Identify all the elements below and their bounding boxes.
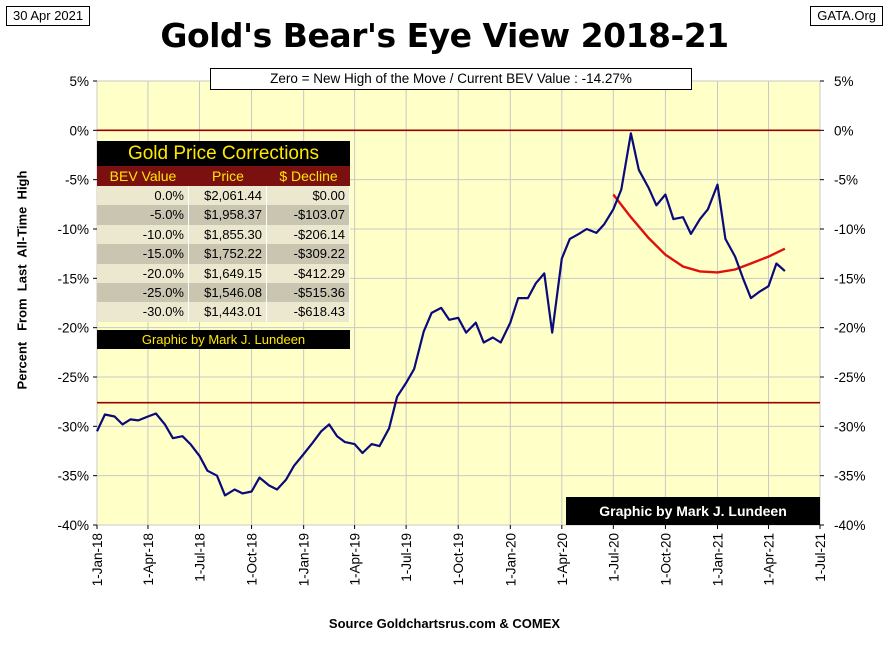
- corrections-table-cell: -5.0%: [97, 205, 189, 225]
- header-bev-value: BEV Value: [109, 168, 177, 184]
- corrections-table-cell: -15.0%: [97, 244, 189, 264]
- x-tick-label: 1-Jan-19: [297, 533, 312, 586]
- y-tick-label-right: -35%: [834, 469, 866, 484]
- y-tick-label-right: -20%: [834, 321, 866, 336]
- x-tick-label: 1-Jan-21: [711, 533, 726, 586]
- chart-title: Gold's Bear's Eye View 2018-21: [160, 16, 729, 55]
- x-tick-label: 1-Oct-20: [658, 533, 673, 586]
- x-tick-label: 1-Jul-20: [606, 533, 621, 582]
- corrections-table-row: -15.0% $1,752.22 -$309.22: [97, 244, 350, 264]
- header-price: Price: [212, 168, 244, 184]
- chart-subtitle: Zero = New High of the Move / Current BE…: [210, 68, 692, 90]
- x-tick-label: 1-Jul-18: [192, 533, 207, 582]
- corrections-table-row: -20.0% $1,649.15 -$412.29: [97, 263, 350, 283]
- corrections-table-cell: $1,752.22: [189, 244, 267, 264]
- corrections-table-row: -30.0% $1,443.01 -$618.43: [97, 302, 350, 322]
- bev-series-line: [96, 132, 786, 497]
- header-decline: $ Decline: [279, 168, 338, 184]
- corrections-table-cell: -$103.07: [267, 205, 350, 225]
- x-tick-label: 1-Apr-20: [555, 533, 570, 586]
- corrections-table-header: BEV Value Price $ Decline: [97, 166, 350, 186]
- y-axis-label: Percent From Last All-Time High: [14, 170, 30, 390]
- x-tick-label: 1-Jan-20: [503, 533, 518, 586]
- x-tick-label: 1-Oct-19: [451, 533, 466, 586]
- y-tick-label-right: -30%: [834, 419, 866, 434]
- corrections-table-cell: $1,649.15: [189, 263, 267, 283]
- corrections-table-cell: -$309.22: [267, 244, 350, 264]
- corrections-table-row: -10.0% $1,855.30 -$206.14: [97, 224, 350, 245]
- corrections-table-title: Gold Price Corrections: [97, 141, 350, 166]
- trend-curve: [612, 193, 786, 274]
- y-tick-label-left: -20%: [57, 321, 89, 336]
- corrections-table-cell: $2,061.44: [189, 186, 267, 206]
- y-tick-label-right: -5%: [834, 173, 858, 188]
- graphic-credit: Graphic by Mark J. Lundeen: [566, 497, 820, 525]
- y-tick-label-right: -25%: [834, 370, 866, 385]
- x-tick-label: 1-Jul-21: [813, 533, 828, 582]
- y-tick-label-right: -10%: [834, 222, 866, 237]
- corrections-table-cell: $1,855.30: [189, 224, 267, 245]
- date-label: 30 Apr 2021: [6, 6, 91, 26]
- y-tick-label-right: -15%: [834, 271, 866, 286]
- corrections-table-cell: -20.0%: [97, 263, 189, 283]
- corrections-table-cell: -$515.36: [267, 282, 350, 303]
- corrections-table-cell: -30.0%: [97, 302, 189, 322]
- corrections-table-cell: 0.0%: [97, 186, 189, 206]
- corrections-table-cell: -$618.43: [267, 302, 350, 322]
- y-axis-right: 5% 0% -5% -10% -15% -20% -25% -30% -35% -40%: [820, 74, 866, 533]
- y-tick-label-left: -25%: [57, 370, 89, 385]
- corrections-table-cell: $1,443.01: [189, 302, 267, 322]
- x-tick-label: 1-Apr-18: [141, 533, 156, 586]
- corrections-table-cell: -$412.29: [267, 263, 350, 283]
- y-tick-label-left: -40%: [57, 518, 89, 533]
- corrections-table-cell: -$206.14: [267, 224, 350, 245]
- corrections-table-row: -25.0% $1,546.08 -$515.36: [97, 282, 350, 303]
- y-axis-left: 5% 0% -5% -10% -15% -20% -25% -30% -35% -40%: [57, 74, 97, 533]
- source-note: Source Goldchartsrus.com & COMEX: [328, 616, 561, 631]
- x-tick-label: 1-Apr-19: [348, 533, 363, 586]
- y-tick-label-left: 5%: [69, 74, 89, 89]
- y-tick-label-left: -30%: [57, 419, 89, 434]
- x-tick-label: 1-Apr-21: [761, 533, 776, 586]
- corrections-table-cell: -10.0%: [97, 224, 189, 245]
- x-tick-label: 1-Jul-19: [399, 533, 414, 582]
- y-tick-label-left: -35%: [57, 469, 89, 484]
- x-axis: 1-Jan-18 1-Apr-18 1-Jul-18 1-Oct-18 1-Jan-19…: [90, 525, 828, 586]
- corrections-table-body: 0.0% $2,061.44 $0.00 -5.0% $1,958.37 -$103.07…: [97, 186, 350, 322]
- y-tick-label-left: -5%: [65, 173, 89, 188]
- y-tick-label-right: 0%: [834, 123, 854, 138]
- reference-lines: [97, 129, 820, 404]
- corrections-table-cell: $1,546.08: [189, 282, 267, 303]
- y-tick-label-right: 5%: [834, 74, 854, 89]
- y-tick-label-left: 0%: [69, 123, 89, 138]
- x-tick-label: 1-Oct-18: [245, 533, 260, 586]
- site-label: GATA.Org: [810, 6, 883, 26]
- corrections-table-row: 0.0% $2,061.44 $0.00: [97, 186, 350, 206]
- corrections-table-cell: -25.0%: [97, 282, 189, 303]
- y-tick-label-right: -40%: [834, 518, 866, 533]
- corrections-table-row: -5.0% $1,958.37 -$103.07: [97, 205, 350, 225]
- corrections-table-cell: $0.00: [267, 186, 350, 206]
- corrections-table-cell: $1,958.37: [189, 205, 267, 225]
- corrections-table-credit: Graphic by Mark J. Lundeen: [97, 330, 350, 349]
- x-tick-label: 1-Jan-18: [90, 533, 105, 586]
- y-tick-label-left: -10%: [57, 222, 89, 237]
- y-tick-label-left: -15%: [57, 271, 89, 286]
